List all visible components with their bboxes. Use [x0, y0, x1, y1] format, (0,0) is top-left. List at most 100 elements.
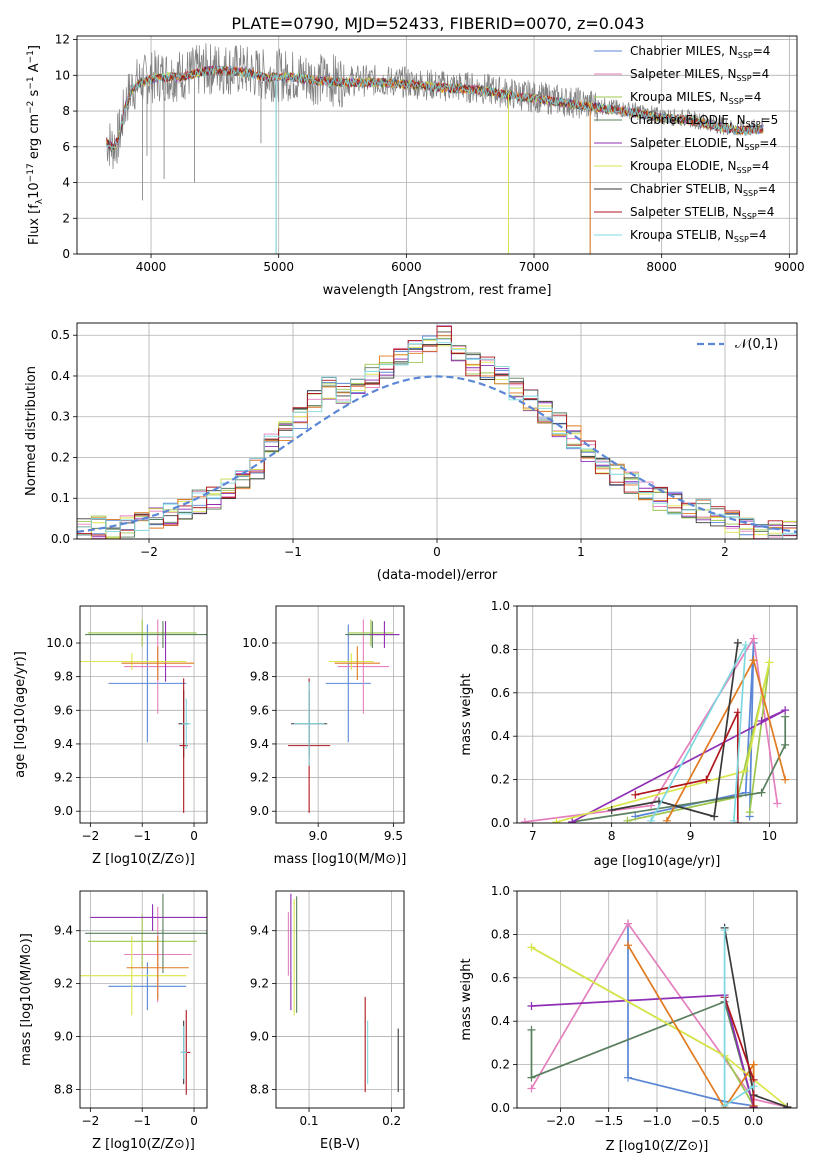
data-spectrum-line [106, 43, 764, 170]
axes-weight-vs-age: 7 8 9 10 0.0 0.2 0.4 0.6 0.8 1.0 age [log10(age/yr… [459, 599, 798, 869]
y-tick-label: 9.2 [250, 977, 269, 991]
y-tick-label: 0.0 [51, 532, 70, 546]
weight-marker [607, 805, 616, 814]
x-tick-label: 4000 [136, 260, 167, 274]
legend-label: Kroupa ELODIE, NSSP=4 [630, 159, 769, 175]
legend-label: Kroupa STELIB, NSSP=4 [630, 228, 767, 244]
x-tick-label: 7000 [519, 260, 550, 274]
weight-marker [773, 799, 782, 808]
x-tick-label: −1 [133, 1114, 151, 1128]
weight-line-0 [635, 642, 755, 818]
weight-line-9 [650, 644, 747, 822]
x-tick-label: −1 [133, 829, 151, 843]
y-axis-label: age [log10(age/yr)] [13, 651, 28, 778]
weight-marker [757, 717, 766, 726]
y-tick-label: 10 [55, 68, 70, 82]
weight-marker [527, 1073, 536, 1082]
plot-area [80, 893, 207, 1095]
y-tick-label: 0.8 [491, 642, 510, 656]
grid [276, 606, 404, 823]
plot-area [520, 634, 790, 823]
y-tick-label: 6 [62, 140, 70, 154]
y-tick-label: 1.0 [491, 884, 510, 898]
weight-marker [749, 1060, 758, 1069]
x-tick-label: 8 [608, 829, 616, 843]
y-tick-label: 1.0 [491, 599, 510, 613]
x-tick-label: 5000 [263, 260, 294, 274]
weight-marker [527, 1025, 536, 1034]
weight-marker [781, 706, 790, 715]
y-axis-label: Normed distribution [24, 366, 39, 496]
axes-frame [516, 605, 798, 824]
y-tick-label: 0.0 [491, 1101, 510, 1115]
weight-marker [749, 634, 758, 643]
weight-marker [647, 816, 656, 823]
weight-marker [749, 1082, 758, 1091]
x-axis-label: (data-model)/error [377, 568, 498, 583]
weight-marker [710, 812, 719, 821]
axes-frame [79, 890, 208, 1109]
axes-mass-vs-ebv: 0.1 0.2 8.8 9.0 9.2 9.4 E(B-V) [250, 890, 405, 1152]
grid [80, 606, 207, 823]
y-tick-label: 0.6 [491, 971, 510, 985]
y-tick-label: 0.4 [491, 729, 510, 743]
weight-marker [520, 817, 529, 823]
weight-line-4 [531, 994, 755, 1108]
axes-frame [76, 322, 798, 540]
weight-line-1 [530, 921, 788, 1108]
legend-label: Salpeter ELODIE, NSSP=4 [630, 136, 777, 152]
weight-marker [527, 1002, 536, 1011]
y-tick-label: 0.0 [491, 816, 510, 830]
y-tick-label: 9.8 [54, 670, 73, 684]
y-tick-label: 0.3 [51, 410, 70, 424]
weight-marker [765, 658, 774, 667]
x-axis-label: Z [log10(Z/Z⊙)] [606, 1139, 709, 1154]
weight-marker [624, 1073, 633, 1082]
weight-marker [741, 766, 750, 775]
y-tick-label: 9.0 [54, 1030, 73, 1044]
y-tick-label: 0.5 [51, 328, 70, 342]
axes-age-vs-mass: 9.0 9.5 9.0 9.2 9.4 9.6 9.8 10.0 mass [log10(M/M… [242, 605, 406, 867]
normal-curve [77, 375, 797, 533]
y-tick-label: 0.6 [491, 686, 510, 700]
x-axis-label: age [log10(age/yr)] [594, 854, 721, 869]
y-tick-label: 9.0 [250, 1030, 269, 1044]
figure-title: PLATE=0790, MJD=52433, FIBERID=0070, z=0… [231, 14, 644, 33]
y-tick-label: 9.0 [250, 804, 269, 818]
y-tick-label: 9.4 [54, 924, 73, 938]
weight-marker [702, 775, 711, 784]
y-tick-label: 9.4 [250, 924, 269, 938]
x-tick-label: 2 [721, 545, 729, 559]
legend-label: Kroupa MILES, NSSP=4 [630, 90, 761, 106]
weight-marker [720, 1101, 729, 1108]
x-tick-label: 9.0 [309, 829, 328, 843]
y-axis-label: mass [log10(M/M⊙)] [19, 933, 34, 1066]
y-tick-label: 8 [62, 104, 70, 118]
x-tick-label: 0.1 [299, 1114, 318, 1128]
plot-area [527, 919, 792, 1108]
legend-label: Salpeter STELIB, NSSP=4 [630, 205, 774, 221]
weight-line-3 [572, 716, 787, 823]
x-tick-label: 8000 [646, 260, 677, 274]
weight-marker [749, 1104, 758, 1108]
plot-area [77, 325, 797, 539]
axes-weight-vs-Z: −2.0 −1.5 −1.0 −0.5 0.0 0.0 0.2 0.4 0.6 0.8 1.0 Z [… [459, 884, 798, 1154]
weight-marker [729, 816, 738, 823]
y-tick-label: 2 [62, 211, 70, 225]
y-tick-label: 10.0 [46, 636, 73, 650]
y-tick-label: 0.8 [491, 927, 510, 941]
weight-marker [568, 817, 577, 823]
y-axis-label: mass weight [459, 673, 474, 755]
x-tick-label: 9.5 [384, 829, 403, 843]
y-tick-label: 0 [62, 247, 70, 261]
y-tick-label: 0.2 [491, 773, 510, 787]
plot-area [287, 893, 399, 1093]
x-tick-label: 10 [762, 829, 777, 843]
x-tick-label: 9000 [774, 260, 805, 274]
weight-marker [624, 919, 633, 928]
weight-marker [781, 740, 790, 749]
y-tick-label: 0.2 [491, 1058, 510, 1072]
x-tick-label: −2 [82, 829, 100, 843]
y-tick-label: 9.6 [54, 703, 73, 717]
y-tick-label: 9.0 [54, 804, 73, 818]
